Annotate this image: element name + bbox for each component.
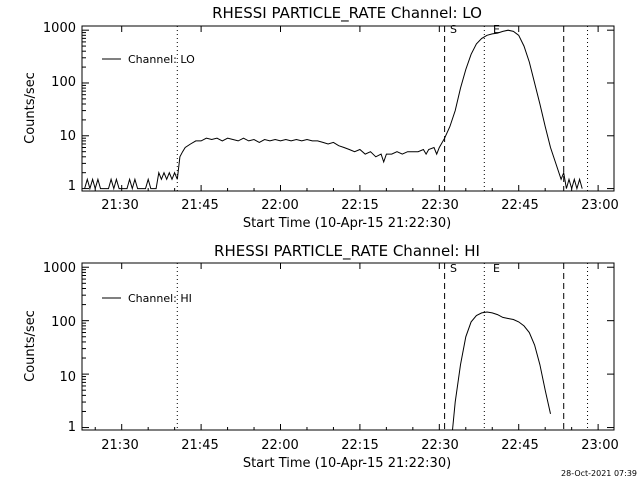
x-tick-label-2300: 23:00	[581, 198, 618, 213]
y-tick-label-1000: 1000	[43, 21, 76, 36]
chart-title-hi: RHESSI PARTICLE_RATE Channel: HI	[214, 242, 480, 261]
y-tick-label-1: 1	[68, 420, 76, 435]
marker-label-s-hi: S	[450, 262, 457, 275]
x-tick-label-2215: 22:15	[341, 438, 378, 453]
series-line-lo	[84, 29, 583, 191]
y-tick-label-10: 10	[59, 370, 76, 385]
y-axis-label-hi: Counts/sec	[23, 310, 38, 382]
legend-label-lo: Channel: LO	[128, 53, 195, 66]
x-axis-label-lo: Start Time (10-Apr-15 21:22:30)	[243, 216, 451, 231]
marker-label-s-lo: S	[450, 23, 457, 36]
x-tick-label-2300: 23:00	[581, 438, 618, 453]
y-tick-label-100: 100	[51, 75, 76, 90]
x-tick-label-2215: 22:15	[341, 198, 378, 213]
y-ticks-lo: 1 10 100 1000	[43, 21, 76, 194]
panel-hi: RHESSI PARTICLE_RATE Channel: HI Counts/…	[23, 242, 619, 471]
y-tick-label-100: 100	[51, 315, 76, 330]
x-tick-label-2145: 21:45	[181, 198, 218, 213]
y-tick-label-1: 1	[68, 179, 76, 194]
legend-label-hi: Channel: HI	[128, 292, 192, 305]
x-tick-label-2245: 22:45	[501, 198, 538, 213]
x-tick-label-2130: 21:30	[101, 198, 138, 213]
y-ticks-hi: 1 10 100 1000	[43, 261, 76, 435]
y-tick-label-1000: 1000	[43, 261, 76, 276]
y-tick-label-10: 10	[59, 129, 76, 144]
x-ticks-hi: 21:30 21:45 22:00 22:15 22:30 22:45 23:0…	[101, 438, 618, 453]
series-line-hi	[452, 311, 551, 431]
marker-label-e-lo: E	[493, 23, 500, 36]
x-tick-label-2130: 21:30	[101, 438, 138, 453]
plot-frame-lo	[81, 25, 615, 192]
marker-label-e-hi: E	[493, 262, 500, 275]
x-ticks-lo: 21:30 21:45 22:00 22:15 22:30 22:45 23:0…	[101, 198, 618, 213]
legend-lo: Channel: LO	[102, 53, 195, 66]
x-axis-label-hi: Start Time (10-Apr-15 21:22:30)	[243, 456, 451, 471]
y-axis-label-lo: Counts/sec	[23, 72, 38, 144]
plot-frame-hi	[81, 262, 615, 431]
chart-title-lo: RHESSI PARTICLE_RATE Channel: LO	[212, 4, 482, 23]
x-tick-label-2200: 22:00	[261, 438, 298, 453]
x-tick-label-2230: 22:30	[421, 438, 458, 453]
x-tick-label-2245: 22:45	[501, 438, 538, 453]
x-tick-label-2230: 22:30	[421, 198, 458, 213]
x-tick-label-2145: 21:45	[181, 438, 218, 453]
legend-hi: Channel: HI	[102, 292, 192, 305]
timestamp-stamp: 28-Oct-2021 07:39	[561, 469, 637, 478]
x-tick-label-2200: 22:00	[261, 198, 298, 213]
panel-lo: RHESSI PARTICLE_RATE Channel: LO Counts/…	[23, 4, 619, 231]
